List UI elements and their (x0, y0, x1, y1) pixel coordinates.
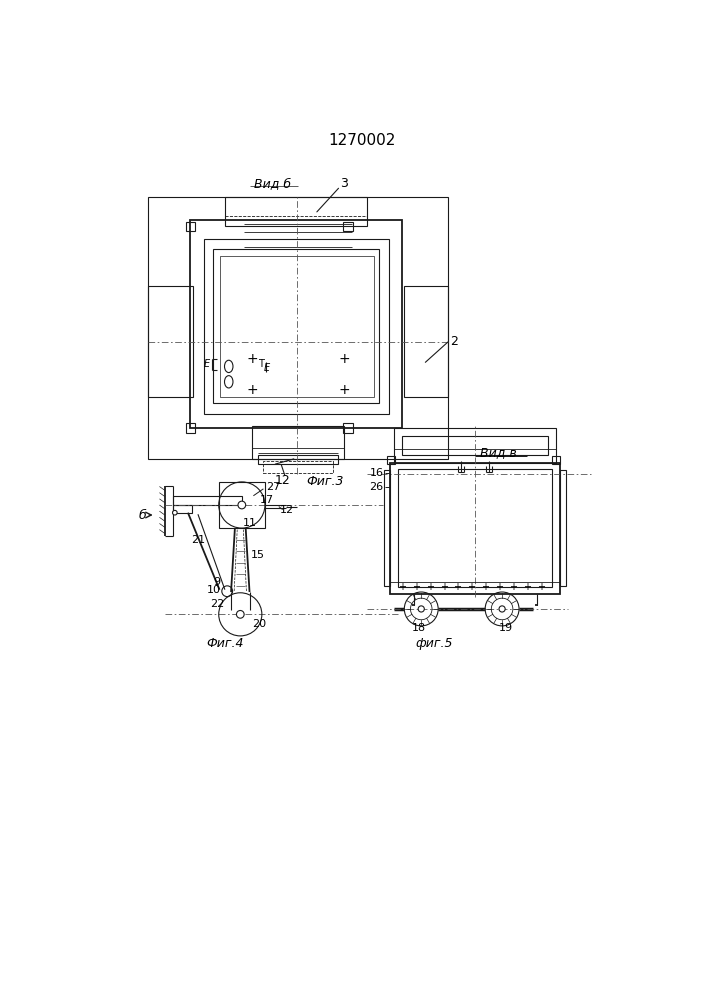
Text: 2: 2 (450, 335, 457, 348)
Text: +: + (339, 352, 350, 366)
Text: 11: 11 (243, 518, 257, 528)
Text: +: + (412, 582, 420, 592)
Bar (218, 482, 265, 528)
Bar (258, 455, 338, 464)
Circle shape (238, 501, 246, 509)
Bar (173, 505, 192, 513)
Text: 15: 15 (251, 550, 265, 560)
Text: +: + (509, 582, 517, 592)
Text: +: + (246, 352, 257, 366)
Bar (560, 470, 566, 586)
Bar (252, 426, 344, 459)
Text: 17: 17 (260, 495, 274, 505)
Bar (404, 286, 448, 397)
Bar (148, 286, 192, 397)
Text: фиг.5: фиг.5 (416, 637, 453, 650)
Bar (398, 469, 552, 587)
Text: 12: 12 (275, 474, 291, 487)
Bar (390, 463, 560, 594)
Text: б: б (139, 509, 146, 522)
Bar (148, 197, 448, 459)
Text: +: + (467, 582, 475, 592)
Text: Фиг.4: Фиг.4 (206, 637, 244, 650)
Text: +: + (481, 582, 489, 592)
Text: 26: 26 (370, 482, 384, 492)
Bar (225, 197, 368, 226)
Bar (186, 222, 195, 231)
Bar (190, 220, 402, 428)
Circle shape (418, 606, 424, 612)
Text: 16: 16 (370, 468, 384, 478)
Text: 1270002: 1270002 (328, 133, 396, 148)
Bar (186, 423, 195, 433)
Bar (402, 436, 549, 455)
Circle shape (173, 510, 177, 515)
Bar (204, 239, 389, 414)
Text: +: + (522, 582, 531, 592)
Text: +: + (339, 382, 350, 396)
Text: 19: 19 (499, 623, 513, 633)
Text: Вид в: Вид в (480, 446, 517, 459)
Text: +: + (440, 582, 448, 592)
Text: 10: 10 (206, 585, 221, 595)
Text: 22: 22 (210, 599, 224, 609)
Bar (173, 496, 242, 505)
Bar (387, 456, 395, 464)
Circle shape (236, 610, 244, 618)
Text: 20: 20 (252, 619, 267, 629)
Text: 21: 21 (191, 535, 205, 545)
Text: Фиг.3: Фиг.3 (306, 475, 344, 488)
Text: E: E (204, 359, 210, 369)
Text: Вид б: Вид б (254, 177, 291, 190)
Text: +: + (426, 582, 433, 592)
Text: E: E (264, 363, 270, 373)
Text: 18: 18 (412, 623, 426, 633)
Text: 27: 27 (267, 482, 281, 492)
Text: +: + (453, 582, 462, 592)
Text: +: + (495, 582, 503, 592)
Bar (262, 461, 334, 473)
Text: +: + (246, 382, 257, 396)
Text: +: + (537, 582, 544, 592)
Bar (219, 256, 373, 397)
Circle shape (499, 606, 506, 612)
Bar (385, 470, 390, 586)
Text: 12: 12 (279, 505, 293, 515)
Text: T: T (258, 359, 264, 369)
Text: 3: 3 (340, 177, 348, 190)
Bar (395, 428, 556, 463)
Bar (344, 222, 353, 231)
Bar (214, 249, 379, 403)
Text: 9: 9 (214, 577, 221, 587)
Text: +: + (398, 582, 406, 592)
Bar (344, 423, 353, 433)
Bar (552, 456, 560, 464)
